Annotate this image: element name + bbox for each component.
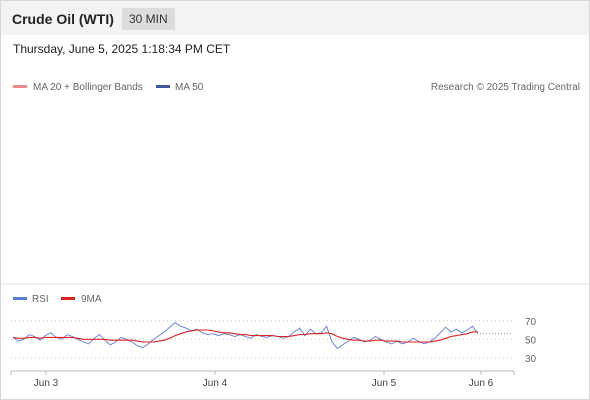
rsi-line bbox=[12, 322, 479, 350]
x-tick-label: Jun 3 bbox=[34, 378, 59, 389]
legend-rsi-swatch bbox=[13, 297, 27, 300]
legend-ma20-swatch bbox=[13, 85, 27, 88]
x-tick-label: Jun 5 bbox=[372, 378, 397, 389]
x-tick-label: Jun 4 bbox=[203, 378, 228, 389]
rsi-panel: 30 50 70 bbox=[11, 317, 537, 365]
legend-ma50-label: MA 50 bbox=[175, 82, 204, 93]
x-axis: Jun 3 Jun 4 Jun 5 Jun 6 bbox=[10, 370, 515, 389]
chart-timestamp: Thursday, June 5, 2025 1:18:34 PM CET bbox=[13, 42, 231, 56]
legend-rsi-ma-label: 9MA bbox=[81, 294, 102, 305]
rsi-tick-50: 50 bbox=[525, 335, 537, 346]
legend-rsi-ma-swatch bbox=[61, 297, 75, 300]
chart-header: Crude Oil (WTI) 30 MIN bbox=[1, 1, 589, 35]
copyright-text: Research © 2025 Trading Central bbox=[431, 82, 580, 93]
rsi-ma-line bbox=[12, 329, 478, 343]
legend-ma20-label: MA 20 + Bollinger Bands bbox=[33, 82, 143, 93]
interval-badge[interactable]: 30 MIN bbox=[122, 8, 175, 30]
rsi-tick-70: 70 bbox=[525, 317, 537, 328]
legend-ma50-swatch bbox=[156, 85, 170, 88]
rsi-tick-30: 30 bbox=[525, 354, 537, 365]
instrument-title: Crude Oil (WTI) bbox=[12, 11, 114, 27]
legend-rsi-label: RSI bbox=[32, 294, 49, 305]
x-tick-label: Jun 6 bbox=[469, 378, 494, 389]
